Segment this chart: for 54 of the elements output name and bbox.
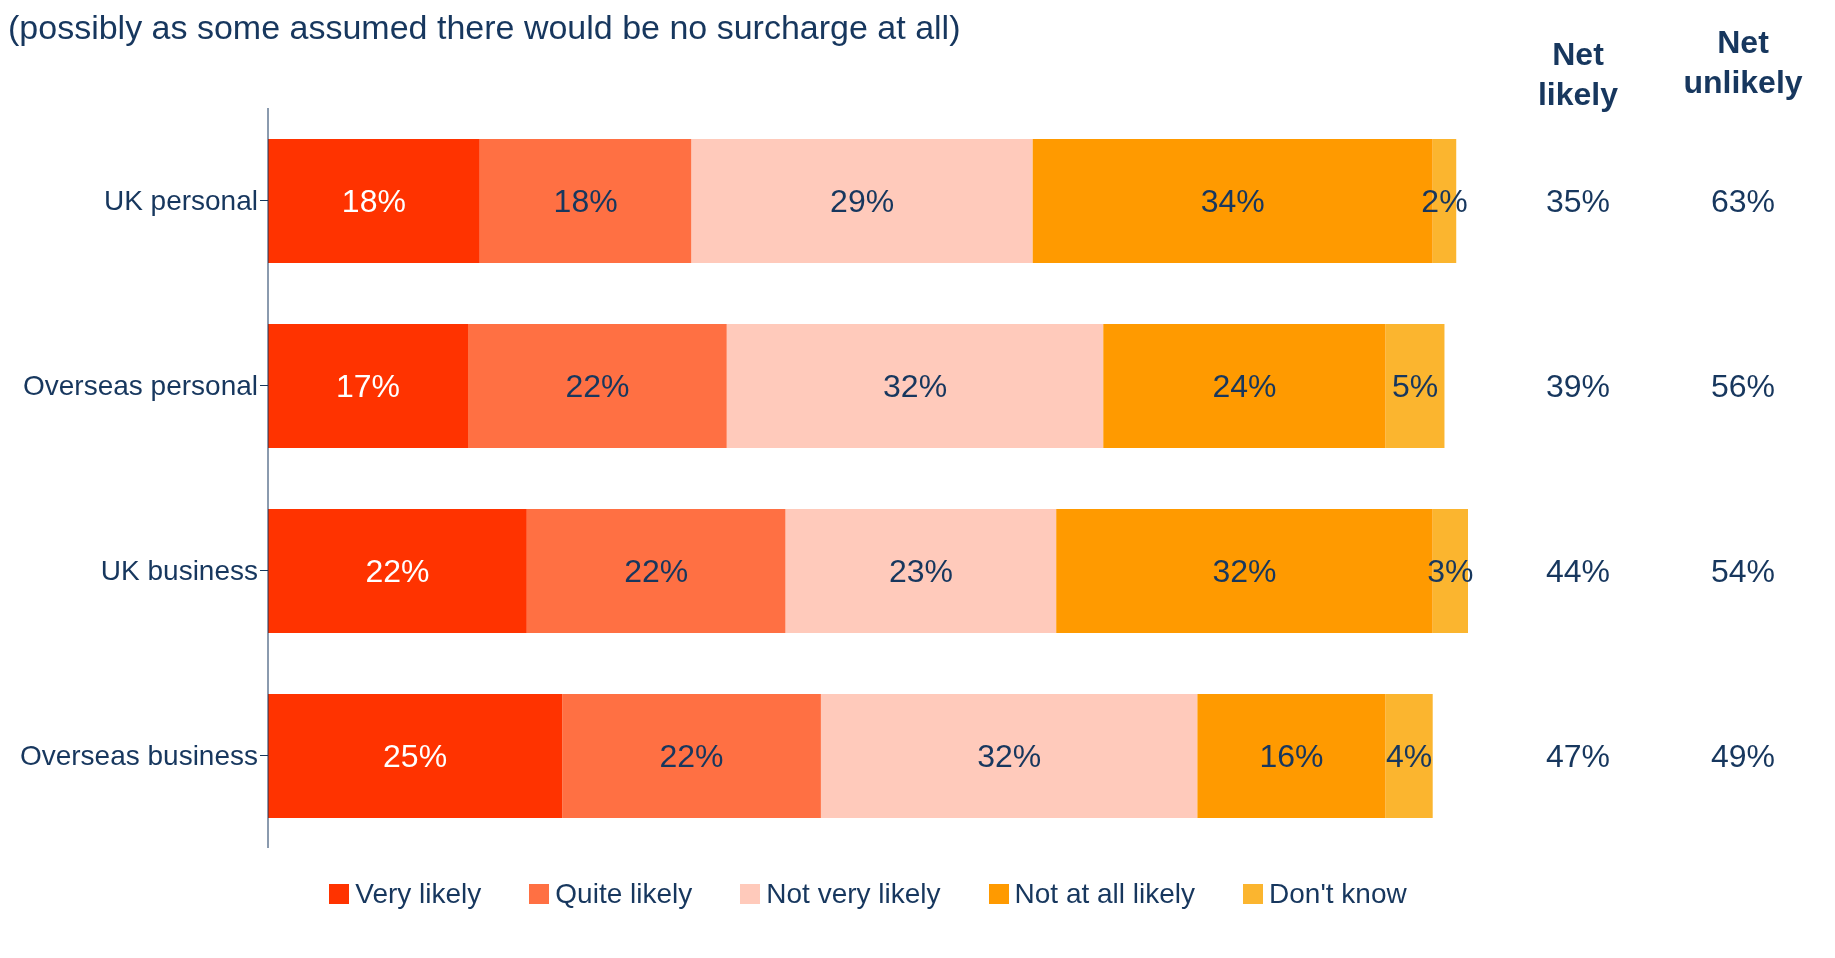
legend-label: Quite likely <box>555 878 693 910</box>
bar <box>1197 694 1386 818</box>
data-label: 16% <box>1259 738 1324 775</box>
text: 39% <box>1544 367 1611 405</box>
data-label: 4% <box>1386 738 1433 775</box>
text: Net unlikely <box>1683 23 1803 102</box>
data-label: 32% <box>977 738 1042 775</box>
data-label: 34% <box>1200 183 1265 220</box>
legend-label: Very likely <box>355 878 482 910</box>
chart-title: (possibly as some assumed there would be no surcharge at all) <box>8 8 961 47</box>
bar <box>562 694 821 818</box>
data-label: 32% <box>883 368 948 405</box>
data-label: 22% <box>565 368 630 405</box>
data-label: 24% <box>1212 368 1277 405</box>
bar <box>820 694 1198 818</box>
text: 54% <box>1709 552 1776 590</box>
text: 47% <box>1544 737 1611 775</box>
data-label: 22% <box>365 553 430 590</box>
bar <box>268 324 468 448</box>
legend-label: Not very likely <box>766 878 941 910</box>
text: 56% <box>1709 367 1776 405</box>
bar <box>1385 324 1445 448</box>
data-label: 18% <box>553 183 618 220</box>
bar <box>691 139 1033 263</box>
bar <box>785 509 1057 633</box>
bar <box>268 509 527 633</box>
data-label: 23% <box>888 553 953 590</box>
bar <box>1385 694 1433 818</box>
y-tick-label: Overseas business <box>19 740 258 772</box>
text: Net likely <box>1536 35 1620 114</box>
bar <box>726 324 1104 448</box>
data-label: 29% <box>830 183 895 220</box>
legend-label: Not at all likely <box>1014 878 1196 910</box>
bar <box>268 694 563 818</box>
data-label: 17% <box>335 368 401 405</box>
y-tick-label: Overseas personal <box>22 370 258 402</box>
data-label: 18% <box>341 183 406 220</box>
bar <box>268 139 480 263</box>
data-label: 5% <box>1391 368 1439 405</box>
data-label: 22% <box>624 553 689 590</box>
data-label: 32% <box>1212 553 1277 590</box>
data-label: 22% <box>659 738 724 775</box>
text: 44% <box>1544 552 1611 590</box>
bar <box>526 509 786 633</box>
text: 35% <box>1544 182 1611 220</box>
text: 63% <box>1709 182 1776 220</box>
text: 49% <box>1709 737 1776 775</box>
bar <box>479 139 692 263</box>
bar <box>1103 324 1386 448</box>
legend-label: Don't know <box>1269 878 1407 910</box>
data-label: 25% <box>383 738 448 775</box>
y-tick-label: UK personal <box>103 185 258 217</box>
bar <box>468 324 727 448</box>
y-tick-label: UK business <box>100 555 258 587</box>
